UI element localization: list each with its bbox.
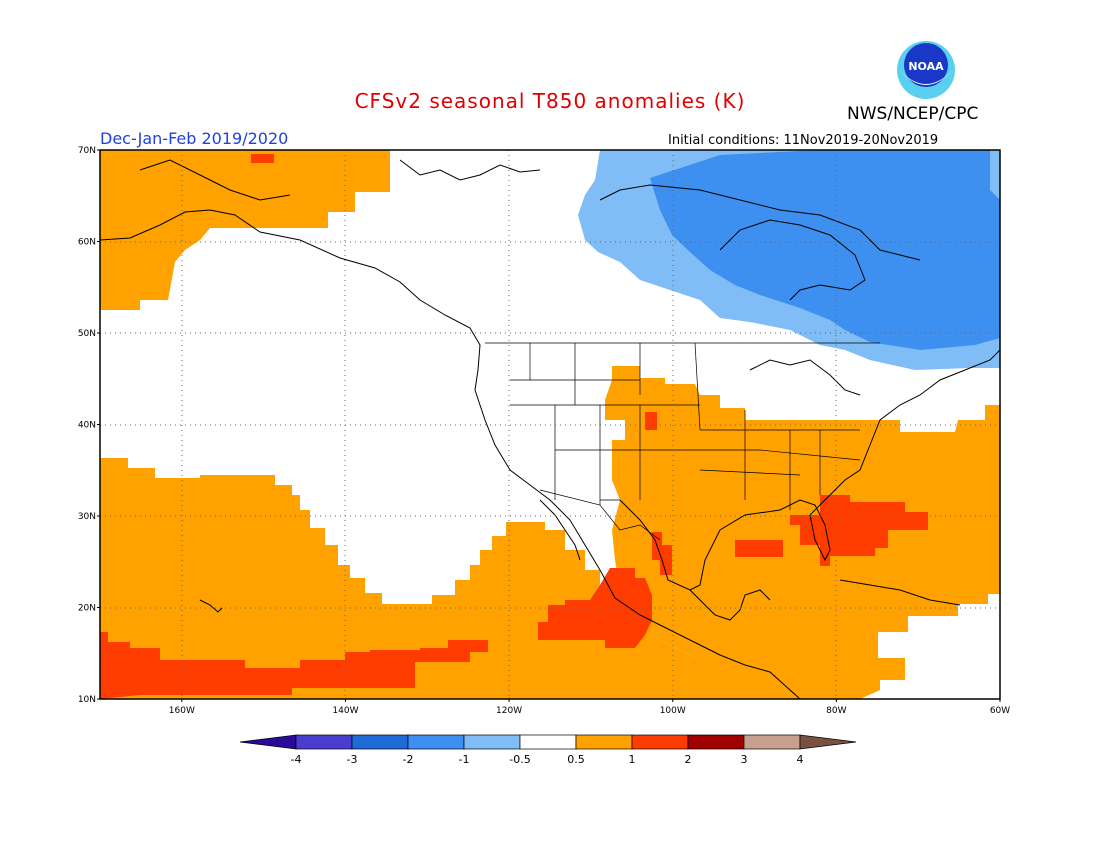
lat-label: 20N (78, 604, 96, 614)
grid-lines (100, 150, 1000, 699)
colorbar-low-arrow (239, 734, 297, 750)
colorbar-tick-label: 3 (741, 753, 748, 766)
logo-text: NOAA (908, 60, 944, 73)
lon-label: 120W (496, 706, 522, 716)
lat-label: 30N (78, 512, 96, 522)
colorbar-swatch (687, 734, 745, 750)
hot-region-pacific (100, 632, 488, 699)
hot-spot-gulf (735, 540, 783, 557)
map-title: CFSv2 seasonal T850 anomalies (K) (354, 89, 746, 113)
colorbar-swatch (351, 734, 409, 750)
warm-spot-alaska (251, 154, 274, 163)
lon-label: 80W (826, 706, 846, 716)
colorbar-swatch (463, 734, 521, 750)
hot-spot-plains (645, 412, 657, 430)
colorbar-swatch (743, 734, 801, 750)
season-label: Dec-Jan-Feb 2019/2020 (100, 129, 289, 148)
latitude-labels: 70N 60N 50N 40N 30N 20N 10N (78, 146, 100, 705)
lat-label: 60N (78, 238, 96, 248)
longitude-labels: 160W 140W 120W 100W 80W 60W (169, 699, 1010, 716)
colorbar-tick-label: 0.5 (567, 753, 585, 766)
colorbar-swatch (295, 734, 353, 750)
warm-region-alaska (100, 150, 390, 310)
colorbar-swatch (631, 734, 689, 750)
lon-label: 140W (332, 706, 358, 716)
lat-label: 10N (78, 695, 96, 705)
lon-label: 160W (169, 706, 195, 716)
lat-label: 70N (78, 146, 96, 156)
lat-label: 50N (78, 329, 96, 339)
colorbar-tick-label: 2 (685, 753, 692, 766)
colorbar-high-arrow (799, 734, 857, 750)
colorbar-tick-label: -2 (403, 753, 414, 766)
colorbar-tick-label: 4 (797, 753, 804, 766)
colorbar-tick-label: -0.5 (509, 753, 530, 766)
colorbar-tick-label: -3 (347, 753, 358, 766)
initial-conditions-label: Initial conditions: 11Nov2019-20Nov2019 (668, 133, 939, 148)
hot-spot-mexico-north (652, 532, 672, 575)
coastlines (100, 159, 1000, 699)
lon-label: 60W (990, 706, 1010, 716)
colorbar: -4 -3 -2 -1 -0.5 0.5 1 2 3 4 (239, 734, 857, 766)
colorbar-tick-label: -4 (291, 753, 302, 766)
colorbar-tick-label: 1 (629, 753, 636, 766)
colorbar-swatch (407, 734, 465, 750)
noaa-logo: NOAA (897, 41, 955, 99)
colorbar-tick-label: -1 (459, 753, 470, 766)
colorbar-swatch (519, 734, 577, 750)
colorbar-swatch (575, 734, 633, 750)
lat-label: 40N (78, 421, 96, 431)
cool-region-canada-core (650, 150, 1000, 350)
lon-label: 100W (660, 706, 686, 716)
hot-region-florida (790, 495, 928, 566)
organization-label: NWS/NCEP/CPC (847, 104, 979, 124)
